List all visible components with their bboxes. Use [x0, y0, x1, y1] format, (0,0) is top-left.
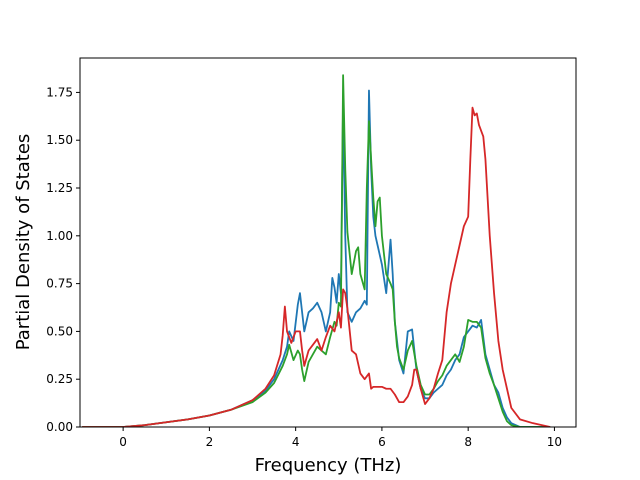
y-tick-label: 0.50 — [46, 324, 73, 338]
x-tick-label: 0 — [119, 435, 127, 449]
x-axis-label: Frequency (THz) — [255, 455, 402, 476]
series-line-3 — [82, 106, 551, 427]
x-tick-label: 6 — [378, 435, 386, 449]
x-tick-label: 4 — [292, 435, 300, 449]
y-tick-label: 1.25 — [46, 181, 73, 195]
y-axis: 0.00 0.25 0.50 0.75 1.00 1.25 1.50 1.75 — [46, 85, 80, 434]
y-tick-label: 0.00 — [46, 420, 73, 434]
y-tick-label: 0.75 — [46, 277, 73, 291]
x-tick-label: 2 — [206, 435, 214, 449]
y-tick-label: 1.00 — [46, 229, 73, 243]
x-tick-label: 8 — [464, 435, 472, 449]
y-tick-label: 1.50 — [46, 133, 73, 147]
x-axis: 0 2 4 6 8 10 — [119, 427, 562, 449]
y-axis-label: Partial Density of States — [13, 134, 34, 351]
series-line-2 — [82, 74, 551, 427]
y-tick-label: 1.75 — [46, 85, 73, 99]
y-tick-label: 0.25 — [46, 372, 73, 386]
x-tick-label: 10 — [547, 435, 562, 449]
plot-frame — [79, 57, 577, 428]
series-layer — [82, 74, 551, 427]
